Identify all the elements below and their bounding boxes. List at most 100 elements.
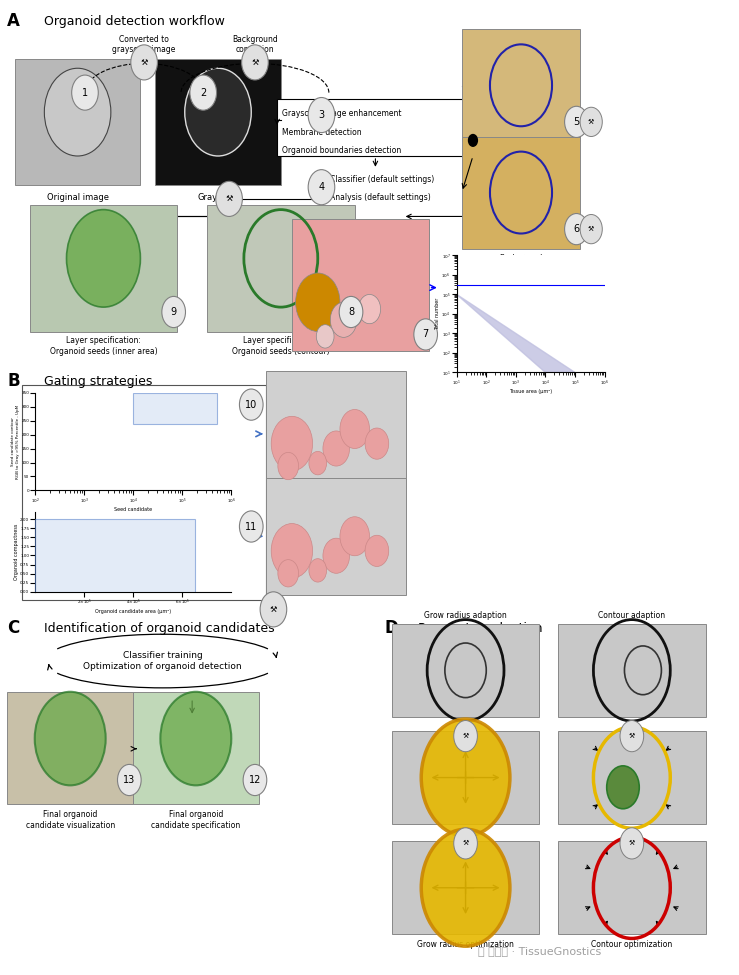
Text: Grow radius optimization: Grow radius optimization	[417, 940, 514, 949]
FancyBboxPatch shape	[266, 370, 406, 488]
Circle shape	[365, 535, 389, 566]
Text: 13: 13	[123, 775, 135, 785]
Circle shape	[260, 592, 287, 627]
Text: 5: 5	[573, 117, 579, 127]
Text: Classifier training
Optimization of organoid detection: Classifier training Optimization of orga…	[84, 651, 242, 671]
Text: 3: 3	[319, 110, 324, 120]
Circle shape	[421, 720, 510, 837]
Text: 12: 12	[249, 775, 261, 785]
FancyBboxPatch shape	[558, 841, 706, 934]
Text: ⚒: ⚒	[140, 58, 148, 67]
Text: ⚒: ⚒	[225, 194, 233, 204]
Bar	[134, 393, 217, 423]
Circle shape	[216, 181, 242, 216]
Circle shape	[278, 452, 299, 480]
Text: Background
mask: Background mask	[554, 183, 566, 226]
Circle shape	[580, 214, 602, 244]
Circle shape	[308, 170, 335, 205]
Circle shape	[243, 764, 267, 796]
Text: 10: 10	[245, 400, 257, 410]
Circle shape	[242, 45, 268, 80]
Text: 📱 公众号 · TissueGnostics: 📱 公众号 · TissueGnostics	[478, 946, 601, 956]
Circle shape	[44, 68, 111, 156]
FancyBboxPatch shape	[292, 219, 429, 351]
Y-axis label: Organoid compactness: Organoid compactness	[14, 524, 18, 580]
Text: Layer specification:
Organoid seeds (contour): Layer specification: Organoid seeds (con…	[232, 336, 330, 356]
Text: D: D	[384, 619, 398, 637]
Text: Background
correction: Background correction	[232, 35, 278, 54]
Text: Converted to
grayscale image: Converted to grayscale image	[112, 35, 176, 54]
Text: Grow radius adaption: Grow radius adaption	[424, 611, 507, 620]
Circle shape	[565, 106, 588, 137]
Circle shape	[131, 45, 157, 80]
Text: 8: 8	[348, 307, 354, 317]
Text: Gating strategies: Gating strategies	[44, 375, 153, 388]
FancyBboxPatch shape	[462, 29, 580, 141]
X-axis label: Tissue area (μm²): Tissue area (μm²)	[509, 389, 552, 395]
Circle shape	[469, 135, 477, 146]
Circle shape	[67, 210, 140, 307]
Text: Final organoid
candidate visualization: Final organoid candidate visualization	[26, 810, 115, 830]
Y-axis label: Total number: Total number	[435, 297, 440, 331]
Circle shape	[620, 828, 644, 859]
Circle shape	[239, 389, 263, 420]
Text: 4: 4	[319, 182, 324, 192]
Circle shape	[35, 692, 106, 786]
Circle shape	[414, 319, 437, 350]
X-axis label: Seed candidate
contour area (μm²): Seed candidate contour area (μm²)	[110, 507, 157, 518]
Text: Organoid boundaries detection: Organoid boundaries detection	[282, 146, 401, 155]
Polygon shape	[457, 294, 575, 372]
FancyBboxPatch shape	[7, 692, 133, 804]
Circle shape	[454, 721, 477, 752]
Circle shape	[308, 98, 335, 133]
Circle shape	[620, 721, 644, 752]
Text: Contour adaption: Contour adaption	[599, 611, 665, 620]
Circle shape	[323, 431, 350, 466]
Text: Organoid boundaries
detection (classifier): Organoid boundaries detection (classifie…	[483, 146, 559, 159]
Circle shape	[607, 766, 639, 809]
Text: Background
detection (classifier): Background detection (classifier)	[484, 254, 558, 266]
FancyBboxPatch shape	[558, 731, 706, 824]
Text: Original image: Original image	[47, 193, 109, 202]
Circle shape	[340, 410, 370, 449]
Circle shape	[296, 273, 340, 332]
Circle shape	[358, 294, 381, 324]
Circle shape	[330, 302, 357, 337]
Circle shape	[309, 559, 327, 582]
Text: 2: 2	[200, 88, 206, 98]
Text: ⚒: ⚒	[463, 733, 469, 739]
Circle shape	[323, 538, 350, 573]
Text: Membrane detection: Membrane detection	[282, 128, 361, 137]
Bar	[35, 519, 194, 592]
Text: Parameter adaption: Parameter adaption	[418, 622, 542, 635]
Text: 6: 6	[573, 224, 579, 234]
Circle shape	[340, 517, 370, 556]
FancyBboxPatch shape	[207, 205, 355, 332]
Circle shape	[271, 416, 313, 471]
Circle shape	[309, 451, 327, 475]
Text: ⚒: ⚒	[251, 58, 259, 67]
Text: Final organoid
candidate specification: Final organoid candidate specification	[151, 810, 240, 830]
Text: 9: 9	[171, 307, 177, 317]
FancyBboxPatch shape	[392, 841, 539, 934]
FancyBboxPatch shape	[30, 205, 177, 332]
Circle shape	[421, 829, 510, 946]
Text: 7: 7	[423, 330, 429, 339]
Circle shape	[185, 68, 251, 156]
Text: ⚒: ⚒	[588, 119, 594, 125]
Circle shape	[239, 511, 263, 542]
Text: B: B	[7, 372, 20, 390]
FancyBboxPatch shape	[277, 99, 473, 156]
Text: A: A	[7, 12, 20, 29]
Circle shape	[580, 107, 602, 136]
FancyBboxPatch shape	[462, 136, 580, 249]
Text: Contour
mask: Contour mask	[554, 78, 566, 107]
Text: Classifier (default settings): Classifier (default settings)	[330, 176, 435, 184]
Circle shape	[190, 75, 217, 110]
FancyBboxPatch shape	[155, 58, 281, 185]
Text: Organoid detection workflow: Organoid detection workflow	[44, 15, 225, 27]
Text: ⚒: ⚒	[463, 840, 469, 846]
FancyBboxPatch shape	[15, 58, 140, 185]
Text: ⚒: ⚒	[588, 226, 594, 232]
Circle shape	[339, 296, 363, 328]
